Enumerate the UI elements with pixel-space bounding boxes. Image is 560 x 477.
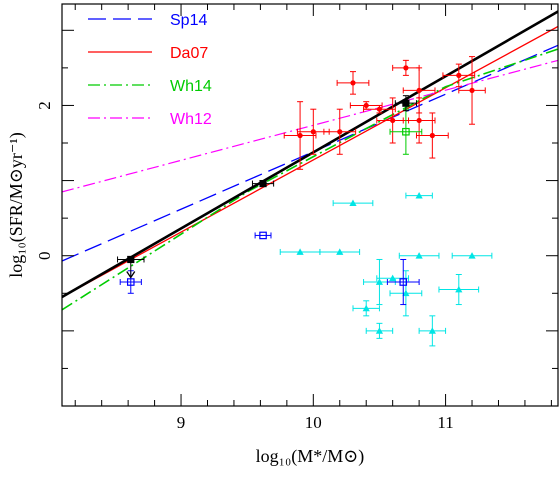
blue-open-squares-point-2 [386,258,420,306]
black-filled-squares-point-2 [394,95,417,112]
series-black-filled-squares [117,95,417,279]
marker-open-square [126,278,135,286]
series-red-circles [283,56,486,170]
marker-triangle [349,199,357,207]
marker-circle [416,117,422,124]
red-circles-point-2 [323,108,357,155]
cyan-triangles-point-9 [376,274,410,282]
cyan-triangles-point-6 [352,300,380,317]
marker-circle [297,132,303,139]
marker-circle [416,87,422,94]
legend-label: Sp14 [170,12,207,29]
marker-circle [310,129,316,135]
marker-triangle [362,304,370,312]
marker-circle [469,87,475,94]
marker-filled-square [402,99,410,107]
marker-triangle [296,248,304,255]
axis-layer: 9 10 11 0 2 [35,4,558,432]
line-da07 [62,25,558,298]
legend-item-wh12: Wh12 [88,111,212,128]
marker-triangle [415,252,423,259]
cyan-triangles-point-0 [279,248,321,255]
x-tick-label: 11 [437,413,453,432]
marker-open-square [399,278,408,286]
cyan-triangles-point-5 [451,252,493,259]
green-open-square-point-0 [389,108,423,155]
marker-circle [337,129,343,135]
arrow-head [126,271,136,279]
cyan-triangles-point-10 [389,270,423,317]
red-circles-point-5 [363,104,396,114]
legend: Sp14 Da07 Wh14 Wh12 [88,12,212,128]
series-cyan-triangles [279,192,493,347]
red-circles-point-3 [336,71,370,95]
series-green-open-square [389,108,423,155]
cyan-triangles-point-4 [398,252,440,259]
cyan-triangles-point-3 [405,192,433,199]
marker-triangle [375,327,384,334]
line-fit [62,10,558,299]
cyan-triangles-point-11 [418,315,447,347]
red-circles-point-11 [442,63,476,88]
marker-triangle [336,248,344,255]
marker-open-square [402,127,410,136]
black-filled-squares-point-0 [117,255,145,279]
x-tick-label: 10 [305,413,322,432]
marker-circle [376,106,383,112]
red-circles-point-1 [296,108,330,155]
legend-item-wh14: Wh14 [88,78,212,95]
marker-triangle [389,274,397,282]
plot-frame [61,3,559,407]
marker-triangle [402,289,410,297]
blue-open-squares-point-1 [254,231,272,240]
legend-item-sp14: Sp14 [88,12,207,29]
marker-triangle [415,192,423,199]
line-wh14 [62,48,558,311]
marker-triangle [455,285,463,293]
legend-item-da07: Da07 [88,45,208,62]
line-sp14 [62,44,558,262]
plot-layer [62,10,558,347]
y-axis-label: log₁₀(SFR/M⊙yr⁻¹) [6,132,27,278]
marker-circle [429,132,435,139]
y-tick-label: 0 [35,251,54,259]
cyan-triangles-point-7 [365,322,394,339]
black-filled-squares-point-1 [251,179,275,188]
marker-circle [350,80,356,86]
marker-circle [363,102,369,109]
x-axis-label: log₁₀(M*/M⊙) [256,446,365,467]
legend-label: Wh14 [170,78,212,95]
legend-label: Wh12 [170,111,212,128]
marker-open-square [259,231,267,240]
red-circles-point-12 [458,56,486,125]
marker-triangle [375,278,384,285]
series-blue-open-squares [119,231,420,306]
y-tick-label: 2 [35,101,54,110]
marker-filled-square [127,255,135,264]
cyan-triangles-point-12 [438,274,480,306]
marker-circle [390,117,396,124]
red-circles-point-0 [283,101,317,170]
marker-circle [456,72,462,78]
red-circles-point-7 [392,59,420,76]
marker-circle [403,65,409,71]
red-circles-point-10 [415,112,449,159]
x-tick-label: 9 [177,413,186,432]
line-wh12 [62,59,558,193]
marker-triangle [468,252,476,259]
marker-filled-square [259,179,267,188]
marker-triangle [428,327,436,334]
cyan-triangles-point-2 [332,199,374,207]
legend-label: Da07 [170,45,208,62]
cyan-triangles-point-1 [319,248,361,255]
